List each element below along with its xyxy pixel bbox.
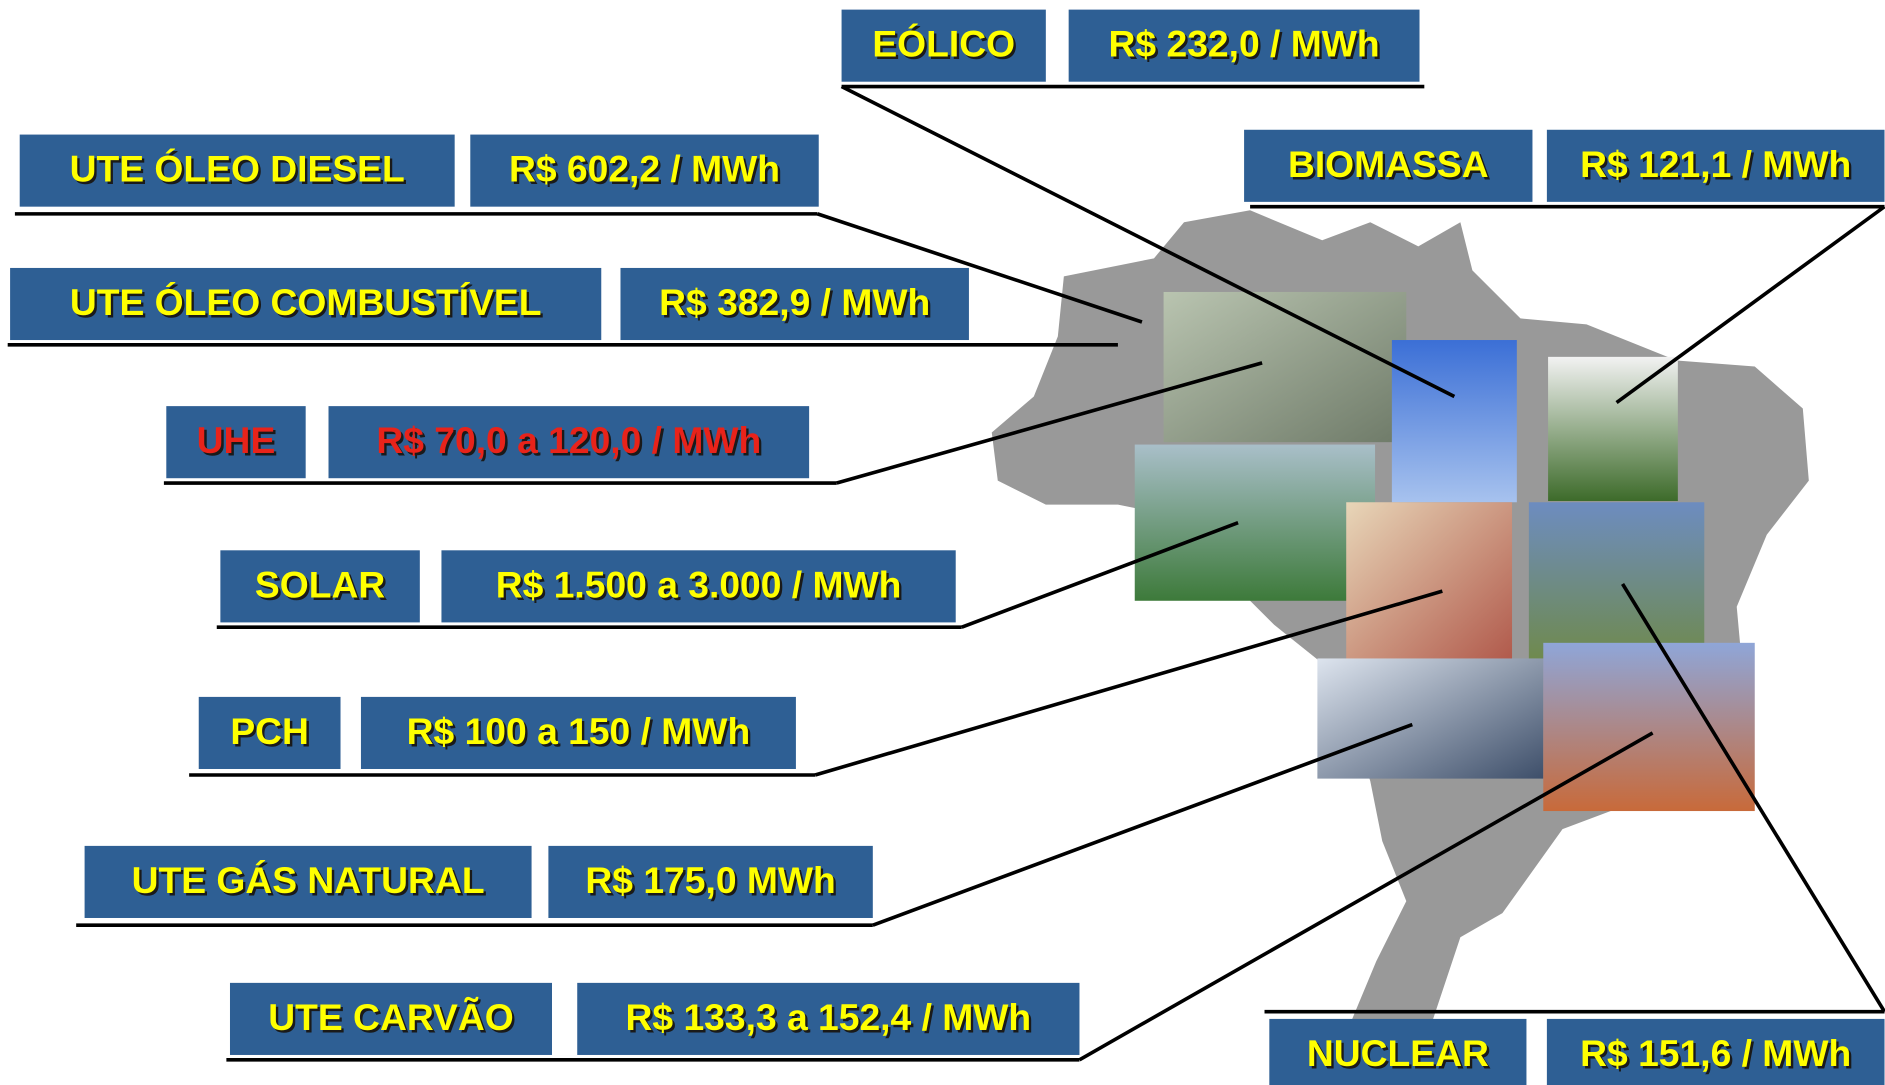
- diagram: EÓLICOEÓLICOR$ 232,0 / MWhR$ 232,0 / MWh…: [0, 0, 1885, 1085]
- cost: R$ 70,0 a 120,0 / MWh: [376, 419, 761, 461]
- photo-hydro: [1164, 292, 1407, 442]
- photo-biomass: [1548, 357, 1678, 501]
- label: SOLAR: [255, 563, 385, 605]
- photo-nuclear: [1529, 502, 1704, 658]
- leader-line: [873, 725, 1412, 926]
- label: PCH: [230, 710, 309, 752]
- label: UHE: [197, 419, 276, 461]
- label: UTE GÁS NATURAL: [132, 859, 485, 901]
- cost: R$ 121,1 / MWh: [1580, 143, 1851, 185]
- photo-wind: [1392, 340, 1517, 502]
- label: NUCLEAR: [1307, 1032, 1489, 1074]
- label: UTE ÓLEO COMBUSTÍVEL: [70, 281, 542, 323]
- label: UTE ÓLEO DIESEL: [70, 148, 405, 190]
- photo-gas: [1317, 658, 1543, 778]
- page: {"items": [ {"label": "EÓLICO", "cost": …: [0, 0, 1885, 1085]
- label: EÓLICO: [872, 23, 1015, 65]
- cost: R$ 382,9 / MWh: [659, 281, 930, 323]
- photo-solar: [1135, 445, 1375, 601]
- cost: R$ 175,0 MWh: [585, 859, 835, 901]
- photo-pch: [1346, 502, 1512, 664]
- cost: R$ 151,6 / MWh: [1580, 1032, 1851, 1074]
- cost: R$ 602,2 / MWh: [509, 148, 780, 190]
- cost: R$ 100 a 150 / MWh: [407, 710, 751, 752]
- cost: R$ 1.500 a 3.000 / MWh: [496, 563, 902, 605]
- photo-coal: [1543, 643, 1754, 811]
- label: UTE CARVÃO: [268, 996, 514, 1038]
- cost: R$ 232,0 / MWh: [1109, 23, 1380, 65]
- label: BIOMASSA: [1288, 143, 1489, 185]
- cost: R$ 133,3 a 152,4 / MWh: [626, 996, 1032, 1038]
